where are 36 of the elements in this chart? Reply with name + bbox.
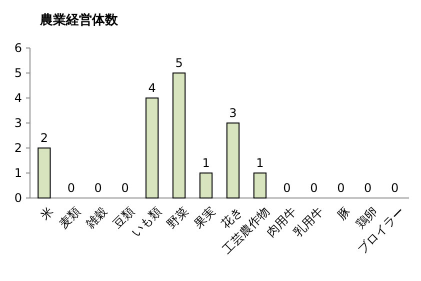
data-label: 1 (202, 156, 210, 170)
y-tick-label: 4 (14, 91, 22, 106)
bar (226, 122, 240, 198)
data-label: 1 (256, 156, 264, 170)
bar (172, 72, 186, 198)
x-tick-label: 鶏卵 (353, 204, 380, 232)
data-label: 0 (121, 181, 129, 195)
x-tick-label: 豚 (334, 204, 353, 223)
x-tick-label: 果実 (191, 204, 218, 232)
data-label: 3 (229, 106, 237, 120)
x-tick-label: 雑穀 (83, 204, 110, 232)
x-tick-label: 野菜 (164, 204, 192, 232)
bar (253, 172, 267, 198)
bar (38, 148, 51, 198)
data-label: 0 (283, 181, 291, 195)
data-label: 4 (148, 81, 156, 95)
data-label: 0 (337, 181, 345, 195)
y-tick-label: 3 (14, 116, 22, 130)
data-label: 2 (40, 131, 48, 145)
y-tick-label: 0 (14, 191, 22, 206)
bar (199, 172, 213, 198)
data-label: 5 (175, 56, 183, 70)
x-tick-label: 米 (38, 204, 56, 223)
data-label: 0 (94, 181, 102, 195)
y-tick-label: 6 (14, 41, 22, 56)
chart-title: 農業経営体数 (39, 12, 119, 28)
y-tick-label: 5 (14, 66, 22, 80)
x-tick-label: 豆類 (110, 204, 138, 232)
data-label: 0 (67, 181, 75, 195)
y-tick-label: 1 (14, 166, 22, 180)
x-tick-label: 麦類 (56, 204, 84, 232)
data-label: 0 (391, 181, 399, 195)
bar (145, 98, 159, 198)
y-tick-label: 2 (14, 141, 22, 156)
data-label: 0 (364, 181, 372, 195)
data-label: 0 (310, 181, 318, 195)
